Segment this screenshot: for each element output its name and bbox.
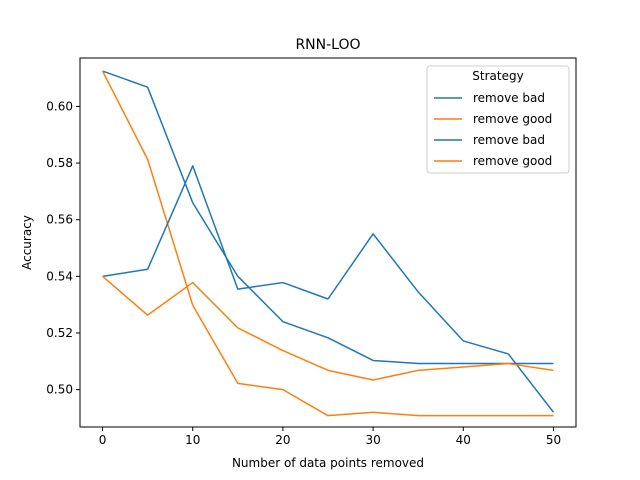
series-lines xyxy=(101,70,555,417)
y-tick-label: 0.58 xyxy=(46,156,73,170)
y-tick-label: 0.54 xyxy=(46,269,73,283)
y-tick-label: 0.52 xyxy=(46,326,73,340)
series-line-2 xyxy=(101,70,554,417)
legend-label-1: remove bad xyxy=(473,91,545,105)
x-axis-label: Number of data points removed xyxy=(232,456,424,470)
x-tick-label: 40 xyxy=(456,433,471,447)
plot-frame xyxy=(79,57,577,428)
x-tick-label: 30 xyxy=(365,433,380,447)
x-axis-ticks: 0 10 20 30 40 50 xyxy=(99,427,561,447)
chart-title: RNN-LOO xyxy=(295,37,360,53)
x-tick-label: 50 xyxy=(546,433,561,447)
y-axis-ticks: 0.50 0.52 0.54 0.56 0.58 0.60 xyxy=(46,99,80,397)
legend-label-3: remove bad xyxy=(473,133,545,147)
x-tick-label: 0 xyxy=(99,433,107,447)
series-line-4 xyxy=(102,275,554,381)
legend-title: Strategy xyxy=(472,69,523,83)
legend: Strategy remove bad remove good remove bad… xyxy=(426,65,570,174)
y-tick-label: 0.50 xyxy=(46,383,73,397)
x-tick-label: 20 xyxy=(275,433,290,447)
legend-box xyxy=(426,65,570,174)
y-tick-label: 0.60 xyxy=(46,99,73,113)
series-line-1 xyxy=(102,70,554,365)
legend-label-4: remove good xyxy=(473,154,552,168)
x-tick-label: 10 xyxy=(185,433,200,447)
legend-label-2: remove good xyxy=(473,112,552,126)
y-axis-label: Accuracy xyxy=(20,215,34,270)
series-line-3 xyxy=(102,165,555,413)
y-tick-label: 0.56 xyxy=(46,213,73,227)
